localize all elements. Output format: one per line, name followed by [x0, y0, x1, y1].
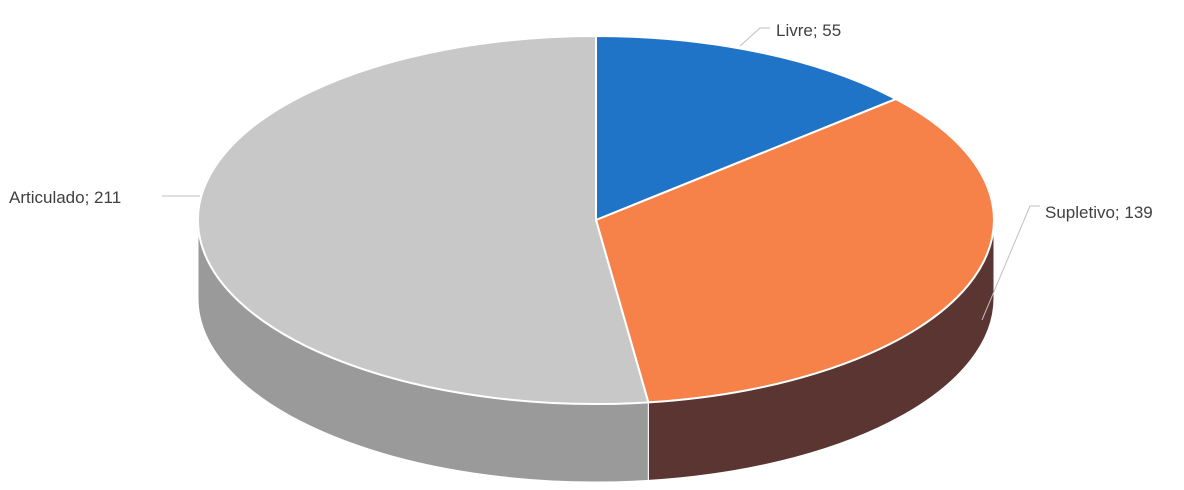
data-label-articulado: Articulado; 211	[9, 188, 121, 207]
label-livre-group: Livre; 55	[739, 21, 841, 47]
leader-line-supletivo	[981, 205, 1040, 321]
pie-slice-livre	[595, 35, 897, 221]
pie-slices	[196, 35, 995, 405]
pie-slice-supletivo	[595, 98, 995, 404]
data-label-supletivo: Supletivo; 139	[1045, 203, 1153, 222]
label-articulado-group: Articulado; 211	[9, 188, 200, 207]
pie-slice-articulado	[196, 35, 650, 405]
data-label-livre: Livre; 55	[776, 21, 841, 40]
leader-line-livre	[739, 27, 770, 47]
label-supletivo-group: Supletivo; 139	[981, 203, 1153, 321]
